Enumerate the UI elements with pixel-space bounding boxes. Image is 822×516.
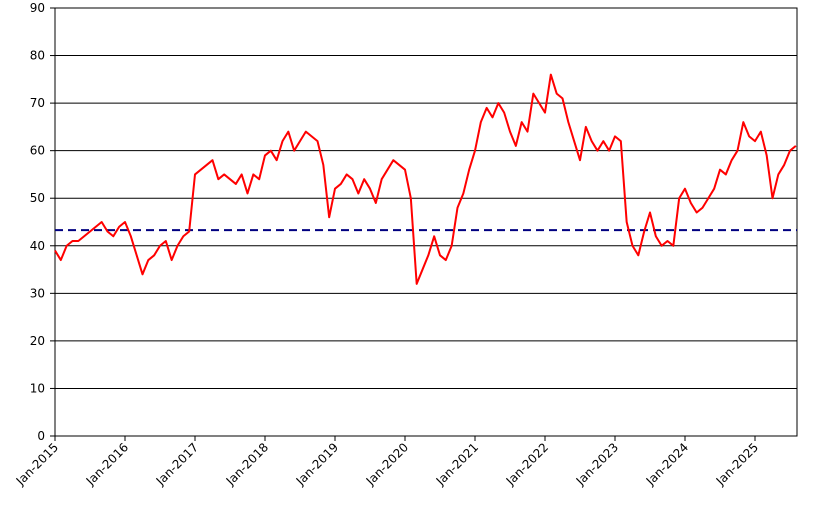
x-tick-label: Jan-2015 bbox=[13, 440, 61, 488]
x-tick-label: Jan-2025 bbox=[713, 440, 761, 488]
x-tick-label: Jan-2021 bbox=[433, 440, 481, 488]
x-tick-label: Jan-2019 bbox=[293, 440, 341, 488]
plot-border bbox=[54, 7, 798, 437]
y-tick-label: 80 bbox=[30, 49, 45, 63]
x-tick-label: Jan-2024 bbox=[643, 440, 691, 488]
x-tick-label: Jan-2016 bbox=[83, 440, 131, 488]
x-tick-label: Jan-2017 bbox=[153, 440, 201, 488]
data-line bbox=[54, 73, 797, 285]
y-tick-label: 0 bbox=[37, 429, 45, 443]
y-tick-label: 90 bbox=[30, 1, 45, 15]
y-tick-label: 70 bbox=[30, 96, 45, 110]
x-tick-label: Jan-2020 bbox=[363, 440, 411, 488]
x-tick-label: Jan-2018 bbox=[223, 440, 271, 488]
x-tick-label: Jan-2022 bbox=[503, 440, 551, 488]
y-tick-label: 40 bbox=[30, 239, 45, 253]
y-tick-label: 30 bbox=[30, 286, 45, 300]
y-tick-label: 50 bbox=[30, 191, 45, 205]
y-tick-label: 60 bbox=[30, 144, 45, 158]
y-tick-label: 10 bbox=[30, 381, 45, 395]
x-tick-label: Jan-2023 bbox=[573, 440, 621, 488]
y-tick-label: 20 bbox=[30, 334, 45, 348]
